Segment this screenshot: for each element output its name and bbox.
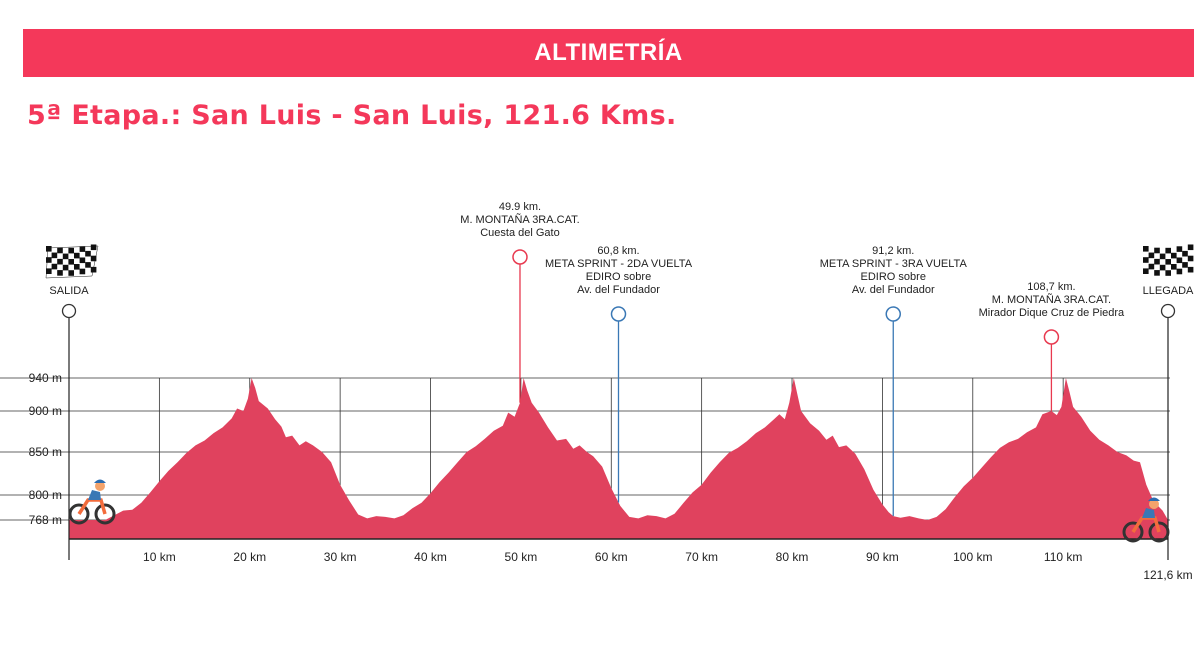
start-checkered-flag-icon (45, 244, 99, 279)
y-tick-label: 768 m (29, 513, 62, 527)
flag-check (57, 258, 63, 265)
flag-check (1171, 263, 1177, 270)
flag-check (1182, 250, 1188, 257)
x-tick-label: 20 km (233, 550, 266, 564)
sprint-marker-label: Av. del Fundador (852, 284, 935, 296)
flag-check (79, 257, 86, 264)
x-end-label: 121,6 km (1143, 568, 1192, 582)
flag-check (1154, 247, 1160, 254)
elevation-area (69, 378, 1168, 539)
x-tick-label: 30 km (324, 550, 357, 564)
x-tick-label: 60 km (595, 550, 628, 564)
x-tick-label: 10 km (143, 550, 176, 564)
flag-check (1148, 252, 1155, 259)
start-cyclist-icon (68, 479, 116, 525)
sprint-marker-label: 91,2 km. (872, 245, 914, 257)
x-tick-label: 100 km (953, 550, 992, 564)
x-tick-label: 80 km (776, 550, 809, 564)
flag-check (1176, 268, 1183, 275)
mountain-marker-label: Mirador Dique Cruz de Piedra (979, 307, 1125, 319)
flag-check (57, 270, 63, 276)
flag-check (85, 250, 91, 257)
mountain-marker-label: Cuesta del Gato (480, 227, 560, 239)
header-banner: ALTIMETRÍA (23, 29, 1194, 77)
flag-check (62, 253, 69, 260)
flag-check (1165, 270, 1171, 276)
sprint-marker-node (885, 306, 901, 322)
flag-check (79, 268, 86, 275)
flag-check (74, 263, 80, 270)
flag-check (46, 268, 52, 274)
x-tick-label: 40 km (414, 550, 447, 564)
flag-check (62, 264, 69, 271)
flag-check (51, 252, 58, 259)
y-tick-label: 940 m (29, 371, 62, 385)
finish-node (1160, 303, 1176, 319)
flag-check (85, 262, 91, 268)
flag-check (1165, 247, 1171, 254)
flag-check (46, 257, 52, 263)
flag-check (68, 270, 74, 276)
chart-axes: 940 m 900 m 850 m 800 m 768 m 10 km 20 km 30 km… (29, 318, 1193, 582)
mountain-marker-node (512, 249, 528, 265)
start-node (61, 303, 77, 319)
flag-check (1165, 259, 1171, 265)
mountain-marker-label: 49.9 km. (499, 201, 541, 213)
y-tick-label: 900 m (29, 404, 62, 418)
flag-check (90, 244, 97, 251)
start-group: SALIDA (45, 244, 99, 319)
flag-check (79, 246, 86, 252)
sprint-marker-label: META SPRINT - 2DA VUELTA (545, 258, 693, 270)
x-tick-label: 50 km (505, 550, 538, 564)
finish-label: LLEGADA (1143, 285, 1194, 297)
flag-check (74, 252, 80, 259)
flag-check (68, 247, 74, 254)
sprint-marker-label: META SPRINT - 3RA VUELTA (820, 258, 968, 270)
flag-check (90, 266, 97, 273)
y-tick-label: 800 m (29, 488, 62, 502)
sprint-marker-label: EDIRO sobre (861, 271, 926, 283)
flag-check (1171, 252, 1177, 259)
flag-check (68, 259, 74, 265)
mountain-marker-label: 108,7 km. (1027, 281, 1075, 293)
flag-check (1154, 270, 1160, 276)
y-tick-label: 850 m (29, 445, 62, 459)
mountain-marker-node (1043, 329, 1060, 345)
sprint-marker-node (610, 306, 627, 322)
sprint-marker-label: Av. del Fundador (577, 284, 660, 296)
flag-check (1154, 258, 1160, 265)
flag-check (57, 247, 63, 254)
flag-check (1187, 255, 1194, 262)
x-tick-label: 90 km (866, 550, 899, 564)
mountain-marker-label: M. MONTAÑA 3RA.CAT. (992, 293, 1111, 306)
flag-check (1148, 263, 1155, 270)
flag-check (90, 255, 97, 262)
start-label: SALIDA (49, 285, 89, 297)
banner-title: ALTIMETRÍA (534, 39, 683, 66)
stage-title: 5ª Etapa.: San Luis - San Luis, 121.6 Km… (27, 100, 677, 131)
x-tick-label: 70 km (685, 550, 718, 564)
finish-checkered-flag-icon (1143, 244, 1194, 276)
sprint-marker-label: EDIRO sobre (586, 271, 651, 283)
flag-check (1182, 262, 1188, 268)
flag-check (51, 263, 58, 270)
flag-check (46, 246, 52, 252)
x-tick-label: 110 km (1044, 550, 1082, 564)
flag-check (1159, 253, 1166, 260)
flag-check (1187, 266, 1194, 273)
flag-check (1176, 246, 1183, 252)
flag-check (1159, 264, 1166, 271)
finish-group: LLEGADA (1143, 244, 1194, 319)
chart-markers: 49.9 km.M. MONTAÑA 3RA.CAT.Cuesta del Ga… (460, 201, 1125, 517)
flag-check (1176, 257, 1183, 264)
flag-check (1143, 268, 1149, 274)
flag-check (1143, 246, 1149, 252)
mountain-marker-label: M. MONTAÑA 3RA.CAT. (460, 213, 579, 226)
sprint-marker-label: 60,8 km. (597, 245, 639, 257)
flag-check (1187, 244, 1194, 251)
finish-cyclist-icon (1122, 497, 1170, 543)
flag-check (1143, 257, 1149, 263)
chart-area (69, 378, 1168, 539)
